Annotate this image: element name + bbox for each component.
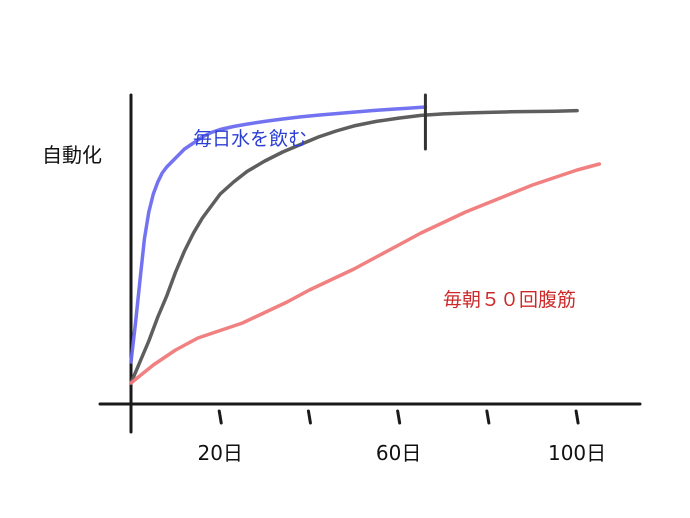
series-label-3: 毎朝５０回腹筋	[443, 289, 576, 311]
x-tick-20	[217, 409, 223, 425]
y-axis-label: 自動化	[42, 143, 102, 167]
series-line-3	[129, 162, 602, 385]
x-tick-40	[306, 409, 312, 425]
x-ticks	[217, 409, 580, 425]
x-tick-label-100: 100日	[548, 441, 606, 465]
series-label-1: 毎日水を飲む	[193, 128, 307, 150]
x-tick-80	[485, 409, 491, 425]
series-line-1	[129, 105, 428, 364]
series-lines	[129, 105, 602, 385]
x-tick-60	[396, 409, 402, 425]
x-tick-100	[574, 409, 580, 425]
x-tick-label-60: 60日	[376, 441, 421, 465]
x-tick-label-20: 20日	[197, 441, 242, 465]
series-line-2	[129, 108, 579, 385]
x-tick-labels: 20日 60日 100日	[197, 441, 606, 465]
